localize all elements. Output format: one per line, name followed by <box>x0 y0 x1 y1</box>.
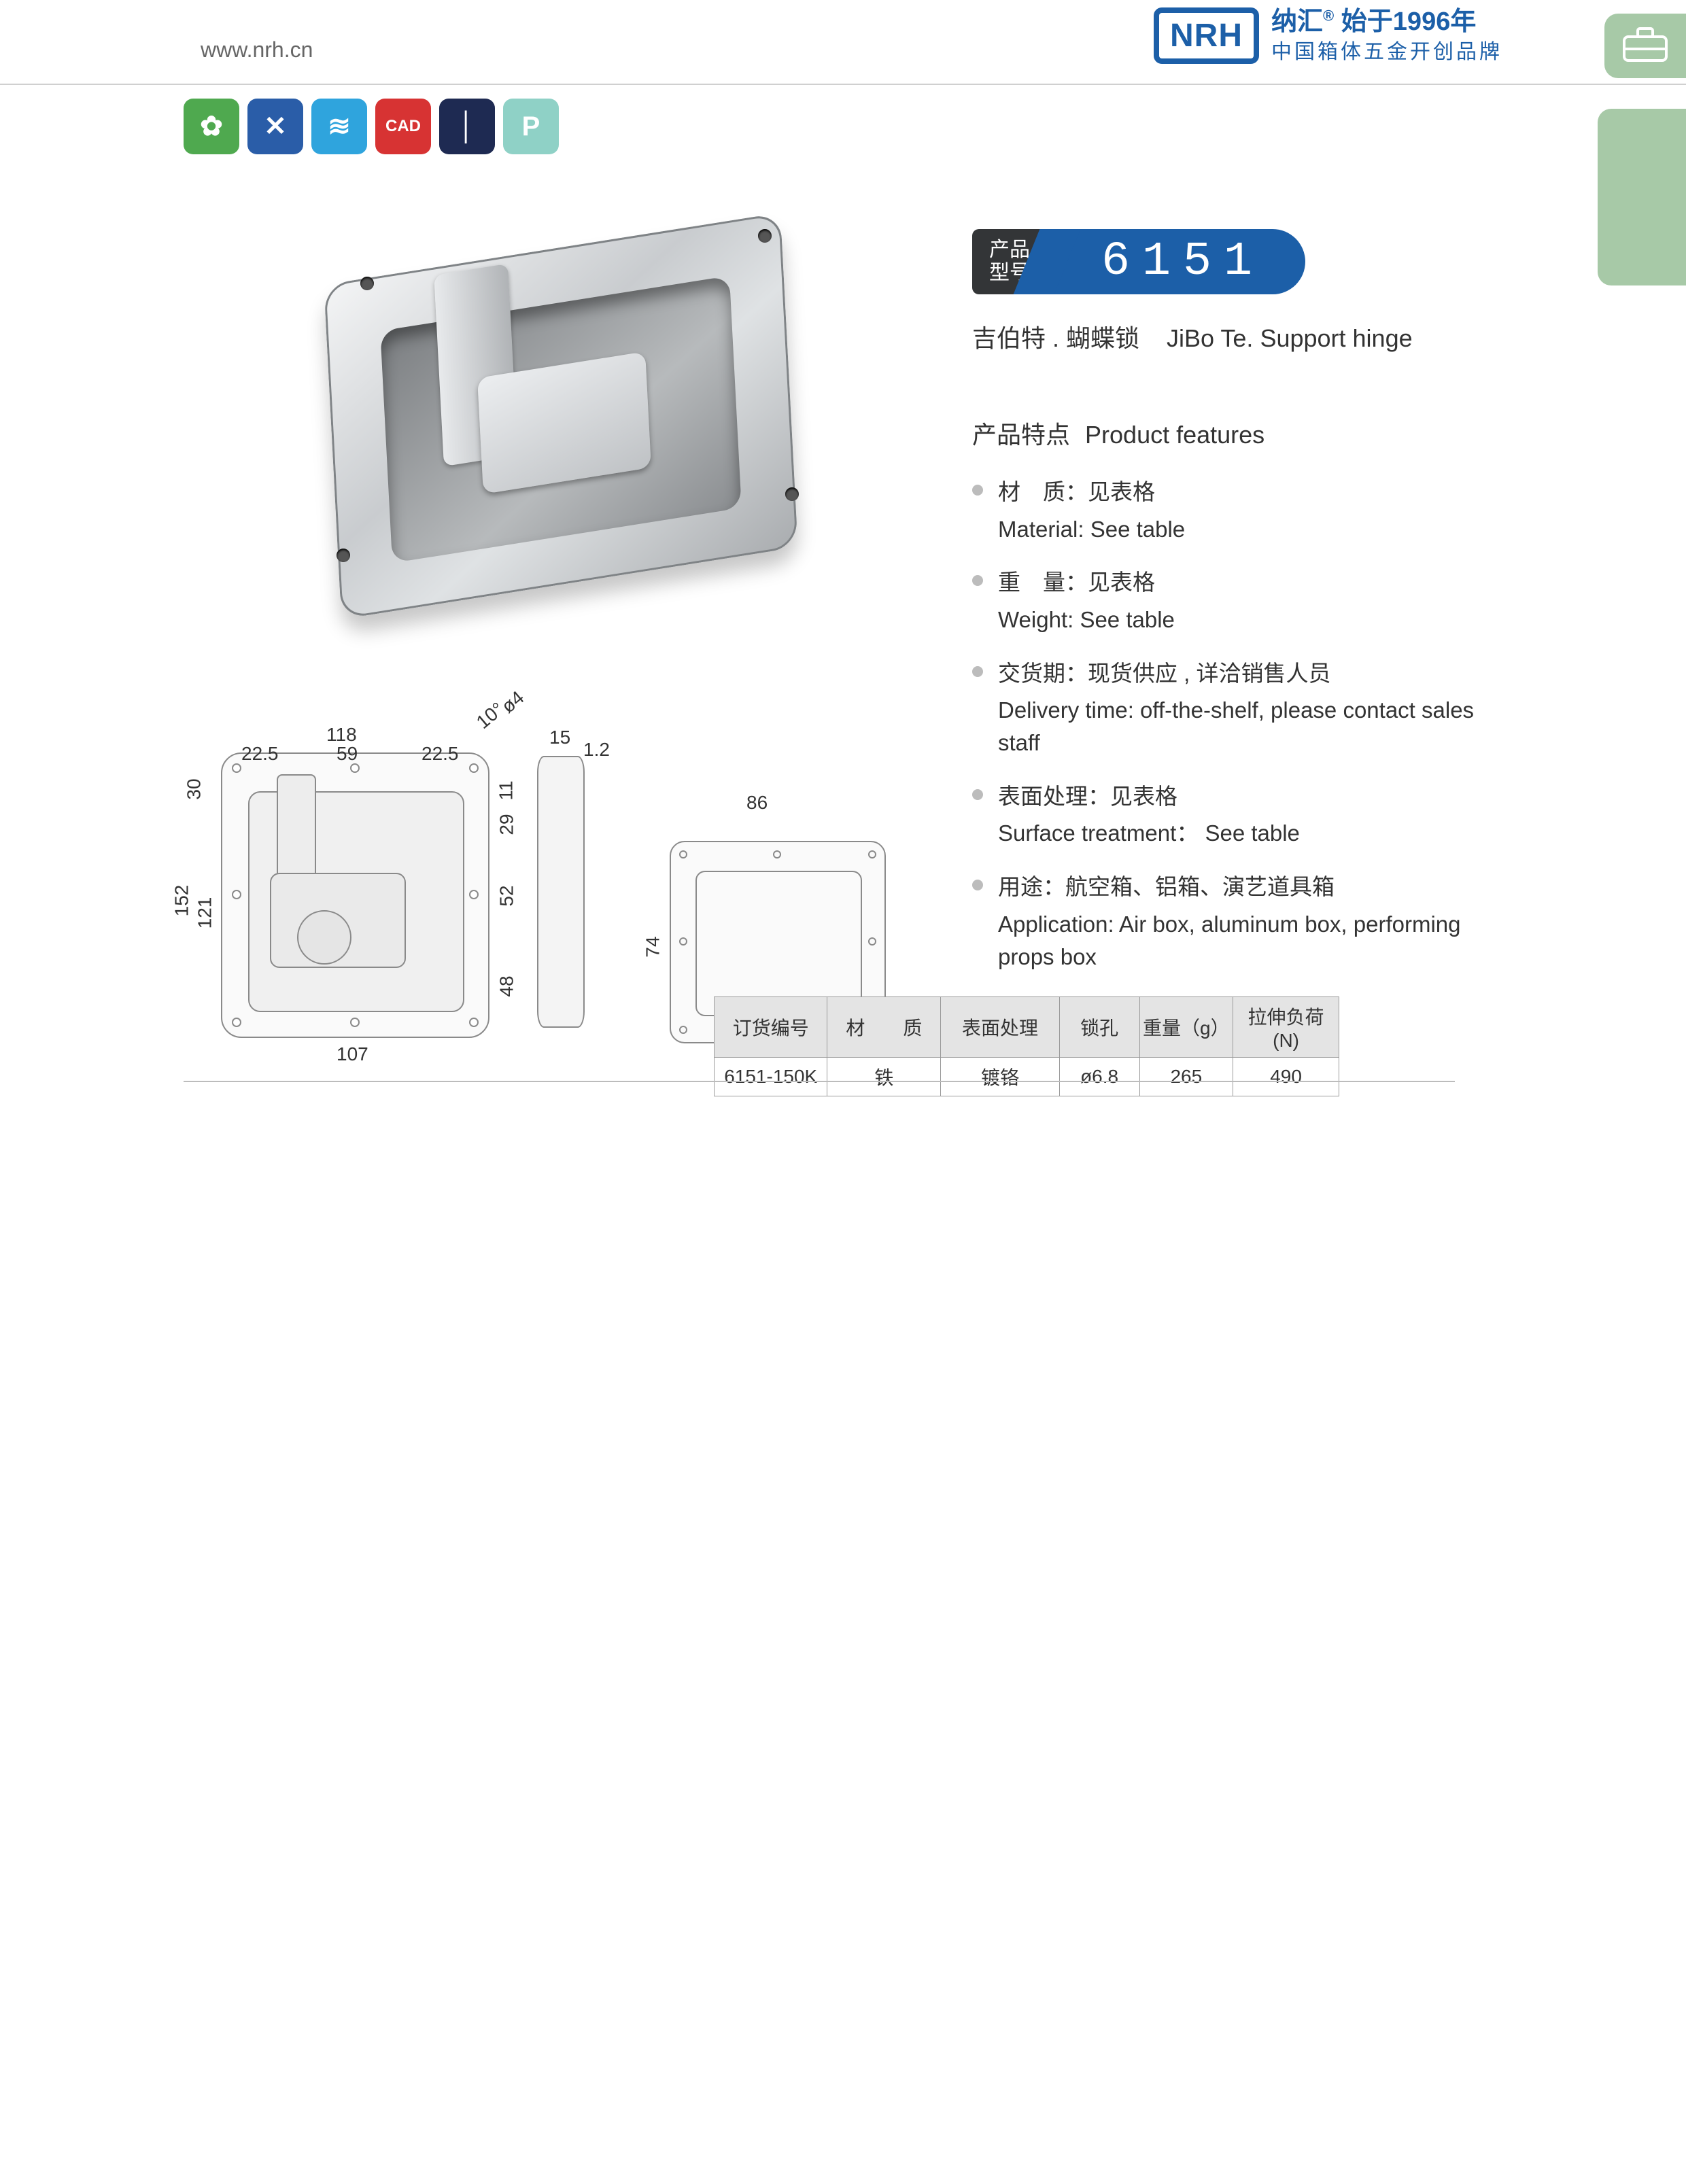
eco-icon: ✿ <box>184 99 239 154</box>
registered-mark: ® <box>1323 7 1334 24</box>
feature-cn: 重 量：见表格 <box>998 566 1502 600</box>
spec-td: 6151-150K <box>715 1058 827 1096</box>
page-divider <box>184 1081 1455 1082</box>
table-row: 6151-150K铁镀铬ø6.8265490 <box>715 1058 1339 1096</box>
dim-152: 152 <box>171 885 192 917</box>
dim-15: 15 <box>549 727 570 748</box>
p-icon: P <box>503 99 559 154</box>
spec-td: 镀铬 <box>941 1058 1059 1096</box>
feature-en: Weight: See table <box>998 604 1502 636</box>
dim-22-5b: 22.5 <box>422 743 459 765</box>
dim-59: 59 <box>337 743 358 765</box>
left-column: 118 22.5 59 22.5 10° ø4 15 1.2 30 152 12… <box>184 229 931 1084</box>
brand-tagline: 中国箱体五金开创品牌 <box>1271 39 1502 65</box>
brand-line1: 纳汇® 始于1996年 <box>1271 5 1502 39</box>
front-latch-circle <box>297 910 351 965</box>
brand-text: 纳汇® 始于1996年 中国箱体五金开创品牌 <box>1271 5 1502 65</box>
feature-en: Surface treatment： See table <box>998 817 1502 850</box>
tools-icon: ✕ <box>247 99 303 154</box>
spec-td: ø6.8 <box>1059 1058 1139 1096</box>
screw-hole <box>350 763 360 773</box>
feature-list: 材 质：见表格 Material: See table 重 量：见表格 Weight:… <box>972 475 1502 1064</box>
feature-cn: 交货期：现货供应 , 详洽销售人员 <box>998 657 1502 691</box>
feature-item: 交货期：现货供应 , 详洽销售人员Delivery time: off-the-… <box>972 657 1502 759</box>
spec-th: 材 质 <box>827 997 941 1058</box>
screw-hole <box>232 763 241 773</box>
feature-en: Material: See table <box>998 513 1502 546</box>
product-render <box>296 229 819 589</box>
spec-td: 铁 <box>827 1058 941 1096</box>
dim-1-2: 1.2 <box>583 739 610 761</box>
dim-11: 11 <box>496 780 517 800</box>
screw-hole <box>679 850 687 859</box>
right-column: 产品 型号 6151 吉伯特 . 蝴蝶锁 JiBo Te. Support hi… <box>972 229 1502 1084</box>
screw-hole <box>469 890 479 899</box>
logo-box: NRH <box>1154 7 1259 64</box>
model-badge: 产品 型号 6151 <box>972 229 1502 294</box>
spec-table-body: 6151-150K铁镀铬ø6.8265490 <box>715 1058 1339 1096</box>
side-view <box>537 756 585 1028</box>
cad-icon: CAD <box>375 99 431 154</box>
back-opening <box>695 871 862 1016</box>
spec-td: 265 <box>1139 1058 1233 1096</box>
brand-name-cn: 纳汇 <box>1271 7 1323 36</box>
badge-icon-row: ✿✕≋CAD│P <box>184 99 1502 154</box>
product-subtitle: 吉伯特 . 蝴蝶锁 JiBo Te. Support hinge <box>972 319 1502 354</box>
features-heading: 产品特点 Product features <box>972 415 1502 451</box>
page-header: www.nrh.cn NRH 纳汇® 始于1996年 中国箱体五金开创品牌 <box>0 0 1686 85</box>
feature-cn: 材 质：见表格 <box>998 475 1502 509</box>
spec-th: 重量（g） <box>1139 997 1233 1058</box>
screw-hole <box>773 850 781 859</box>
features-heading-en: Product features <box>1085 421 1264 449</box>
screw-icon: │ <box>439 99 495 154</box>
feature-item: 材 质：见表格 Material: See table <box>972 475 1502 545</box>
spec-td: 490 <box>1233 1058 1339 1096</box>
dim-48: 48 <box>496 975 518 996</box>
screw-hole <box>868 937 876 946</box>
dim-86: 86 <box>746 792 768 814</box>
spring-icon: ≋ <box>311 99 367 154</box>
feature-item: 重 量：见表格 Weight: See table <box>972 566 1502 636</box>
badge-label-l1: 产品 <box>989 239 1030 262</box>
side-tab-briefcase <box>1604 14 1686 78</box>
feature-item: 表面处理：见表格Surface treatment： See table <box>972 780 1502 850</box>
subtitle-cn: 吉伯特 . 蝴蝶锁 <box>972 324 1139 352</box>
screw-hole <box>232 1018 241 1027</box>
screw-hole <box>232 890 241 899</box>
subtitle-en: JiBo Te. Support hinge <box>1167 324 1413 352</box>
feature-item: 用途：航空箱、铝箱、演艺道具箱 Application: Air box, alu… <box>972 870 1502 973</box>
dim-107: 107 <box>337 1043 368 1065</box>
brand-block: NRH 纳汇® 始于1996年 中国箱体五金开创品牌 <box>1154 5 1502 65</box>
screw-hole <box>469 763 479 773</box>
site-url: www.nrh.cn <box>201 37 313 63</box>
dim-52: 52 <box>496 885 518 906</box>
feature-cn: 用途：航空箱、铝箱、演艺道具箱 <box>998 870 1502 904</box>
screw-hole <box>868 850 876 859</box>
dim-121: 121 <box>194 897 216 929</box>
screw-hole <box>350 1018 360 1027</box>
spec-th: 拉伸负荷 (N) <box>1233 997 1339 1058</box>
brand-since: 始于1996年 <box>1341 7 1477 36</box>
spec-table-header-row: 订货编号材 质表面处理锁孔重量（g）拉伸负荷 (N) <box>715 997 1339 1058</box>
dim-74: 74 <box>642 936 664 957</box>
front-view <box>221 752 489 1038</box>
dim-30: 30 <box>184 778 205 799</box>
features-heading-cn: 产品特点 <box>972 421 1070 449</box>
badge-number: 6151 <box>1047 229 1305 294</box>
feature-en: Delivery time: off-the-shelf, please con… <box>998 694 1502 759</box>
screw-hole <box>679 1026 687 1034</box>
screw-hole <box>679 937 687 946</box>
dim-29: 29 <box>496 814 518 835</box>
spec-th: 表面处理 <box>941 997 1059 1058</box>
content-area: ✿✕≋CAD│P <box>184 85 1502 1084</box>
side-tab-blank <box>1598 109 1686 285</box>
spec-th: 订货编号 <box>715 997 827 1058</box>
main-grid: 118 22.5 59 22.5 10° ø4 15 1.2 30 152 12… <box>184 229 1502 1084</box>
feature-cn: 表面处理：见表格 <box>998 780 1502 814</box>
screw-hole <box>469 1018 479 1027</box>
dim-22-5a: 22.5 <box>241 743 279 765</box>
briefcase-icon <box>1621 26 1669 67</box>
feature-en: Application: Air box, aluminum box, perf… <box>998 908 1502 973</box>
spec-th: 锁孔 <box>1059 997 1139 1058</box>
